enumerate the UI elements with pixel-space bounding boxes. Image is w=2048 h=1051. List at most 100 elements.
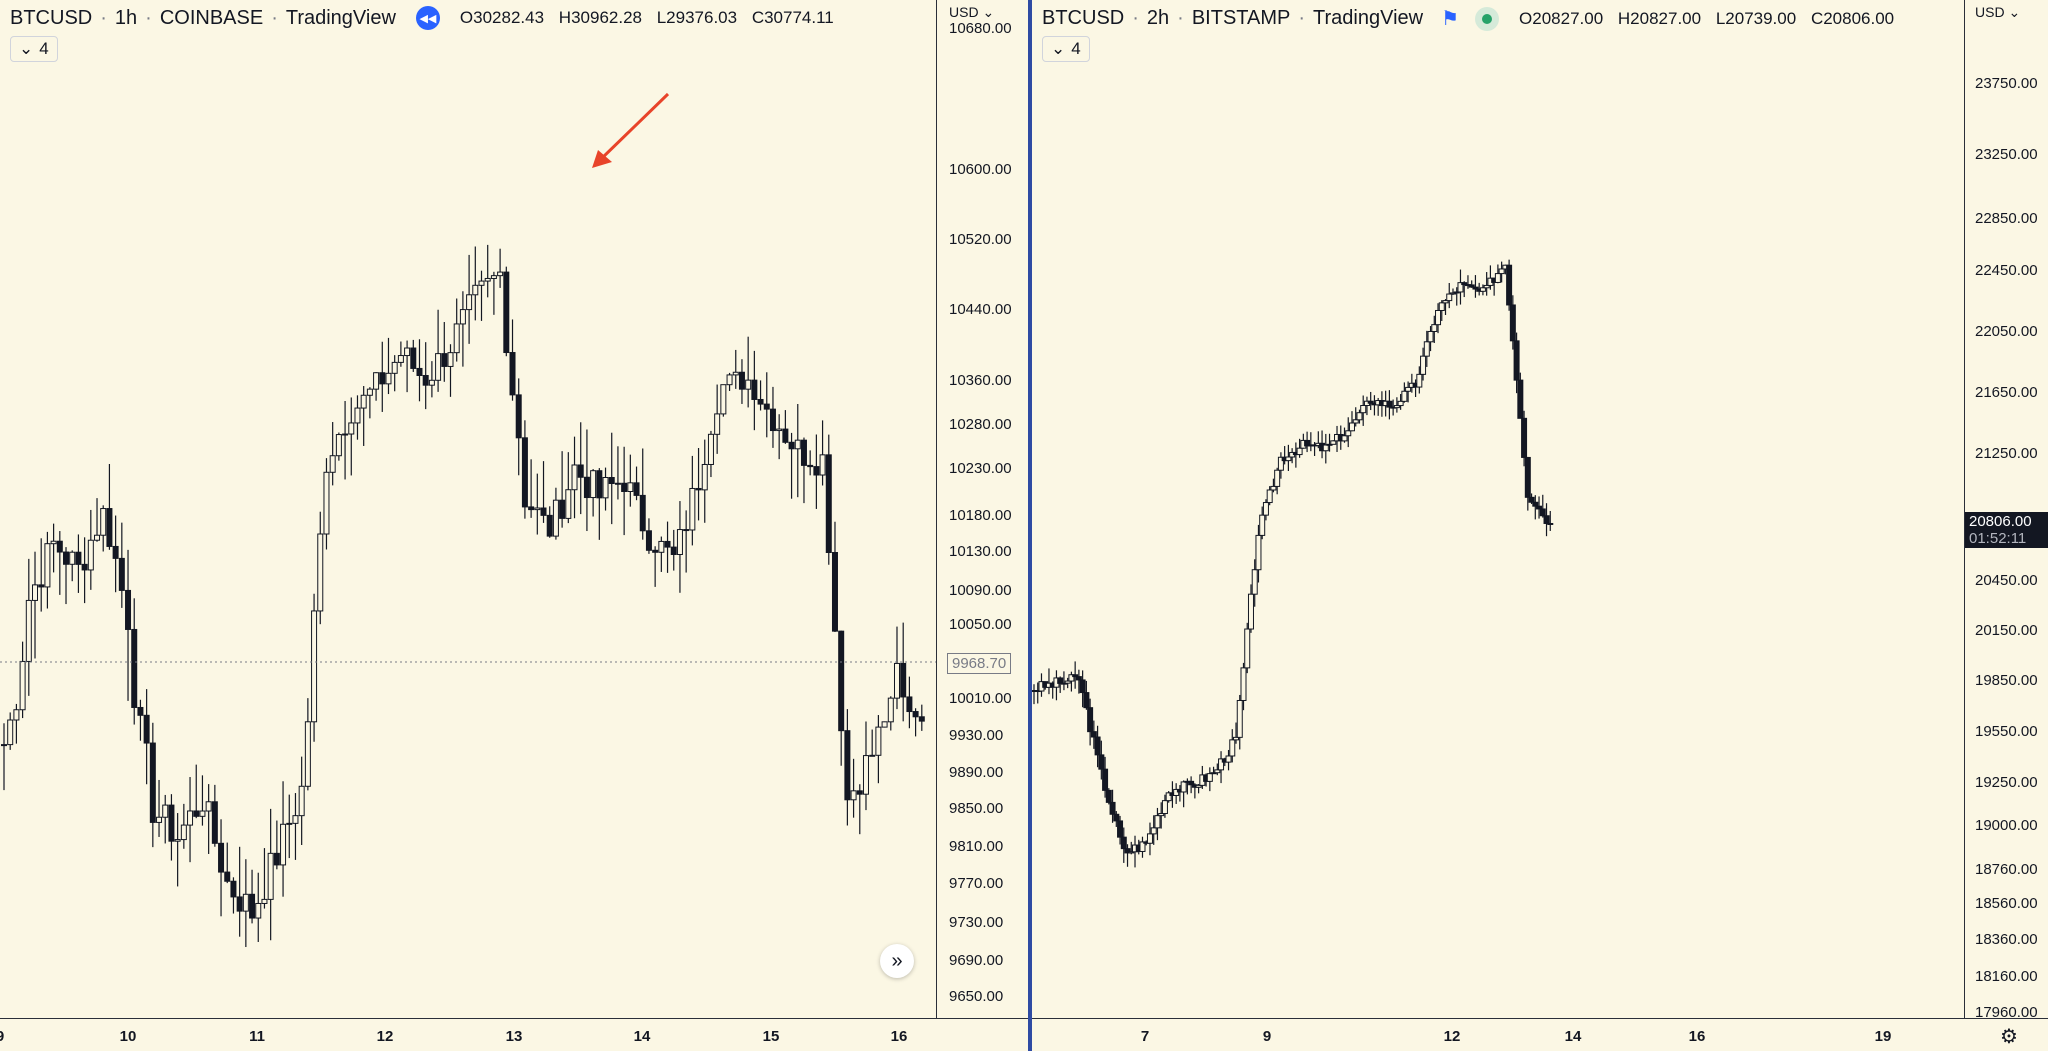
candle (106, 464, 113, 550)
candle-body-down (224, 871, 231, 882)
left-chart-pane[interactable]: BTCUSD · 1h · COINBASE · TradingView ◀◀ … (0, 0, 1028, 1051)
candle-body-down (125, 589, 132, 630)
candle (1296, 438, 1303, 458)
price-tick-label: 10180.00 (949, 507, 1012, 524)
candle (1210, 766, 1217, 775)
price-tick-label: 9930.00 (949, 727, 1003, 744)
candle (63, 547, 70, 605)
candle-body-up (850, 790, 857, 801)
left-indicators-toggle[interactable]: ⌄ 4 (10, 36, 58, 62)
pane-divider[interactable] (1028, 0, 1032, 1051)
candle (912, 708, 919, 737)
candle (534, 473, 541, 535)
candle (918, 704, 925, 731)
candle (1472, 275, 1479, 298)
right-interval[interactable]: 2h (1146, 7, 1170, 29)
candle (1225, 749, 1232, 771)
candle-body-down (906, 696, 913, 713)
candle (149, 722, 156, 848)
candle (1517, 372, 1524, 419)
candle (1386, 390, 1393, 420)
flag-icon[interactable]: ⚑ (1441, 8, 1460, 30)
candle (1247, 584, 1254, 633)
candle (311, 593, 318, 742)
candle-body-down (521, 437, 528, 508)
right-candles-plot[interactable] (1032, 0, 1964, 1018)
candle (1120, 827, 1127, 863)
candle (583, 429, 590, 532)
candle (1240, 662, 1247, 711)
candle-body-up (689, 487, 696, 531)
candle-body-up (311, 610, 318, 723)
candle-body-up (881, 721, 888, 728)
candle-body-down (838, 630, 845, 732)
candle (683, 510, 690, 573)
candle (1506, 259, 1513, 311)
candle-body-down (38, 584, 45, 588)
candle-body-up (87, 539, 94, 571)
right-symbol[interactable]: BTCUSD (1042, 7, 1125, 29)
candle (652, 546, 659, 587)
right-ohlc: O20827.00 H20827.00 L20739.00 C20806.00 (1519, 9, 1904, 29)
left-interval[interactable]: 1h (114, 6, 138, 29)
price-tick-label: 10050.00 (949, 616, 1012, 633)
gear-icon[interactable]: ⚙ (2000, 1026, 2018, 1048)
left-symbol[interactable]: BTCUSD (10, 6, 93, 29)
candle-body-down (664, 540, 671, 548)
price-tick-label: 23750.00 (1975, 75, 2038, 92)
candle-body-down (1113, 813, 1120, 822)
candle (1322, 433, 1329, 464)
left-candles-plot[interactable] (0, 0, 936, 1018)
candle (199, 775, 206, 826)
candle-body-up (335, 434, 342, 457)
candle (1154, 807, 1161, 841)
candle-body-up (354, 407, 361, 424)
candle (577, 422, 584, 515)
scroll-to-realtime-button[interactable]: » (880, 944, 914, 978)
candle-body-up (13, 709, 20, 721)
candle-body-down (652, 549, 659, 553)
candle-body-up (1427, 330, 1434, 343)
candle-body-down (831, 552, 838, 632)
market-status-icon[interactable] (1475, 6, 1500, 31)
candle (1524, 456, 1531, 511)
candle (360, 386, 367, 446)
candle (602, 467, 609, 511)
candle-body-up (1266, 489, 1273, 504)
right-time-axis[interactable]: 7 9 12 14 16 19 ⚙ (1032, 1018, 2048, 1051)
candle-body-up (1206, 773, 1213, 782)
left-current-price-label: 9968.70 (947, 653, 1012, 674)
right-indicators-toggle[interactable]: ⌄ 4 (1042, 36, 1090, 62)
left-source: TradingView (285, 6, 396, 29)
left-price-axis[interactable]: 10680.00 10600.00 10520.00 10440.00 10360.00… (936, 0, 1028, 1018)
candle-body-up (1416, 373, 1423, 388)
left-currency-selector[interactable]: USD ⌄ (949, 4, 994, 21)
price-tick-label: 10230.00 (949, 460, 1012, 477)
candle (1251, 559, 1258, 607)
left-time-axis[interactable]: 9 10 11 12 13 14 15 16 (0, 1018, 1028, 1051)
candle (1075, 669, 1082, 694)
candle (1079, 670, 1086, 708)
candle (379, 341, 386, 412)
rewind-icon[interactable]: ◀◀ (415, 6, 440, 30)
candle-body-up (94, 534, 101, 541)
candle-body-down (81, 563, 88, 571)
candle-body-up (1165, 792, 1172, 802)
candle (180, 803, 187, 849)
candle-body-down (1124, 848, 1131, 854)
candle (459, 291, 466, 367)
candle (1367, 391, 1374, 411)
candle-body-down (757, 398, 764, 405)
left-high: H30962.28 (558, 8, 642, 27)
candle (1259, 506, 1266, 540)
candle-body-up (435, 353, 442, 381)
price-tick-label: 10600.00 (949, 161, 1012, 178)
candle-body-down (1072, 674, 1079, 678)
time-tick-label: 7 (1141, 1028, 1149, 1045)
right-currency-selector[interactable]: USD ⌄ (1975, 4, 2020, 21)
left-open: O30282.43 (459, 8, 545, 27)
candle (1483, 272, 1490, 296)
right-chart-pane[interactable]: BTCUSD · 2h · BITSTAMP · TradingView ⚑ O… (1032, 0, 2048, 1051)
right-price-axis[interactable]: 23750.00 23250.00 22850.00 22450.00 22050.00… (1964, 0, 2048, 1021)
candle-body-up (1405, 386, 1412, 392)
